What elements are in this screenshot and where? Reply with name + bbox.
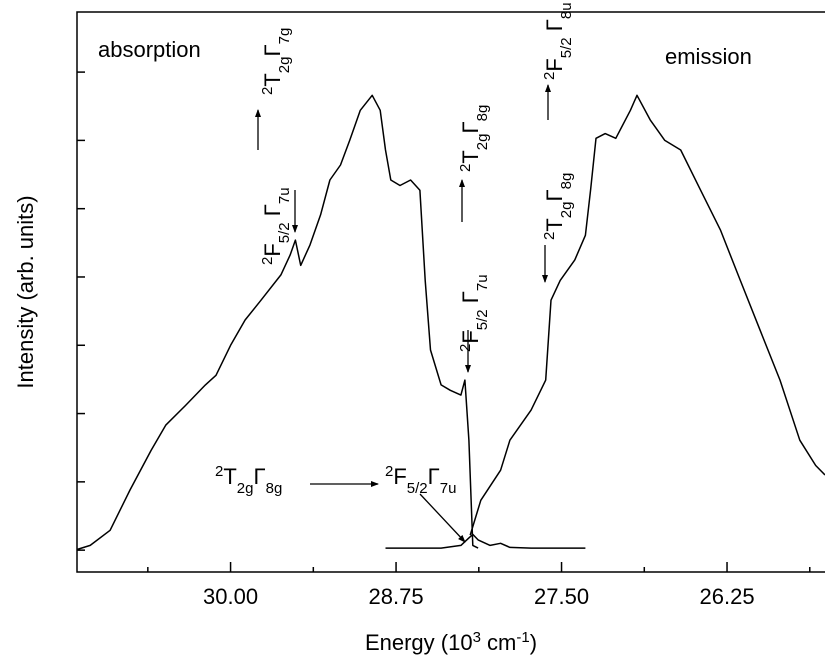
text-part: ) <box>530 630 537 655</box>
text-part: 8u <box>558 2 575 19</box>
text-part: 5/2 <box>407 480 428 497</box>
text-part: 2 <box>259 87 276 95</box>
axes-frame <box>76 11 825 573</box>
text-part: Γ <box>458 121 483 133</box>
annotation: 2T2gΓ8g <box>215 463 282 497</box>
text-part: Γ <box>542 189 567 201</box>
text-part: 2 <box>259 257 276 265</box>
x-tick-label: 27.50 <box>534 584 589 609</box>
text-part: cm <box>481 630 516 655</box>
annotation: Energy (103 cm-1) <box>365 629 537 656</box>
text-part: F <box>393 464 406 489</box>
x-tick-label: 28.75 <box>369 584 424 609</box>
series-line <box>469 94 825 536</box>
y-axis-label: Intensity (arb. units) <box>13 195 38 388</box>
text-part: 5/2 <box>276 222 293 243</box>
annotation: 2T2gΓ8g <box>541 173 575 240</box>
annotation: 2F5/2 Γ8u <box>541 2 575 80</box>
text-part: T <box>542 218 567 231</box>
text-part: F <box>458 330 483 343</box>
text-part: Γ <box>428 464 440 489</box>
text-part: F <box>260 243 285 256</box>
arrow <box>419 493 466 543</box>
text-part: 2 <box>215 463 223 480</box>
text-part: 8g <box>474 105 491 122</box>
series-line <box>385 533 586 549</box>
text-part: F <box>542 58 567 71</box>
text-part: 7u <box>474 274 491 291</box>
annotation: 2F5/2 Γ7u <box>259 187 293 265</box>
x-tick-label: 30.00 <box>203 584 258 609</box>
text-part: 2g <box>558 202 575 219</box>
text-part: 5/2 <box>558 37 575 58</box>
x-tick-label: 26.25 <box>700 584 755 609</box>
annotation: 2F5/2Γ7u <box>385 463 456 497</box>
text-part: Energy (10 <box>365 630 473 655</box>
text-part: Γ <box>458 291 483 309</box>
series-label: emission <box>665 44 752 69</box>
text-part: T <box>260 73 285 86</box>
text-part: 8g <box>558 173 575 190</box>
text-part: T <box>458 150 483 163</box>
text-part: 7u <box>276 187 293 204</box>
text-part: 7g <box>276 28 293 45</box>
text-part: 8g <box>266 480 283 497</box>
annotation: 2F5/2 Γ7u <box>457 274 491 352</box>
text-part: 2 <box>541 232 558 240</box>
text-part: 2 <box>457 344 474 352</box>
series-label: absorption <box>98 37 201 62</box>
text-part: 2 <box>385 463 393 480</box>
text-part: 2g <box>276 57 293 74</box>
text-part: 5/2 <box>474 309 491 330</box>
text-part: 2g <box>237 480 254 497</box>
text-part: Γ <box>260 204 285 222</box>
text-part: 2 <box>541 72 558 80</box>
text-part: 3 <box>473 629 481 646</box>
text-part: Γ <box>260 44 285 56</box>
annotation: 2T2gΓ8g <box>457 105 491 172</box>
text-part: 7u <box>440 480 457 497</box>
text-part: 2 <box>457 164 474 172</box>
text-part: Γ <box>542 19 567 37</box>
text-part: -1 <box>516 629 529 646</box>
text-part: Γ <box>253 464 265 489</box>
text-part: 2g <box>474 134 491 151</box>
annotation: 2T2gΓ7g <box>259 28 293 95</box>
series-line <box>76 94 479 551</box>
text-part: T <box>223 464 236 489</box>
